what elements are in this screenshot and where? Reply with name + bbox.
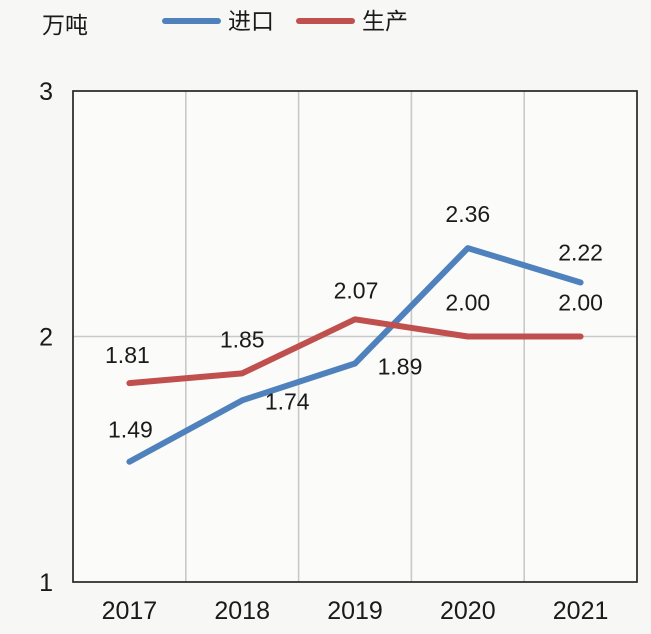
legend-label-imports: 进口 — [228, 8, 274, 34]
y-axis-tick-label: 2 — [39, 324, 53, 352]
data-label: 1.81 — [105, 342, 150, 368]
y-axis-unit-label: 万吨 — [42, 13, 88, 38]
data-label: 1.85 — [220, 326, 265, 352]
series-line-生产 — [126, 316, 584, 387]
legend-item-imports: 进口 — [162, 10, 274, 33]
data-label: 2.36 — [445, 201, 490, 227]
series-line-进口 — [126, 245, 584, 465]
chart-legend: 进口 生产 — [162, 0, 408, 42]
x-axis-tick-label: 2018 — [214, 597, 270, 625]
plot-border — [72, 90, 638, 583]
legend-swatch-production-line — [296, 18, 355, 24]
data-label: 2.07 — [334, 277, 379, 303]
data-label: 1.74 — [265, 388, 310, 414]
legend-label-production: 生产 — [362, 8, 408, 34]
x-axis-tick-label: 2020 — [440, 597, 496, 625]
legend-item-production: 生产 — [296, 10, 408, 33]
data-label: 1.89 — [378, 354, 423, 380]
data-label: 2.00 — [445, 290, 490, 316]
y-axis-tick-label: 3 — [39, 78, 53, 106]
data-label: 2.00 — [558, 290, 603, 316]
x-axis-tick-label: 2019 — [327, 597, 383, 625]
x-axis-tick-label: 2021 — [553, 597, 609, 625]
data-label: 2.22 — [558, 239, 603, 265]
legend-swatch-imports-line — [162, 18, 221, 24]
data-label: 1.49 — [108, 417, 153, 443]
x-axis-tick-label: 2017 — [102, 597, 158, 625]
y-axis-tick-label: 1 — [39, 569, 53, 597]
